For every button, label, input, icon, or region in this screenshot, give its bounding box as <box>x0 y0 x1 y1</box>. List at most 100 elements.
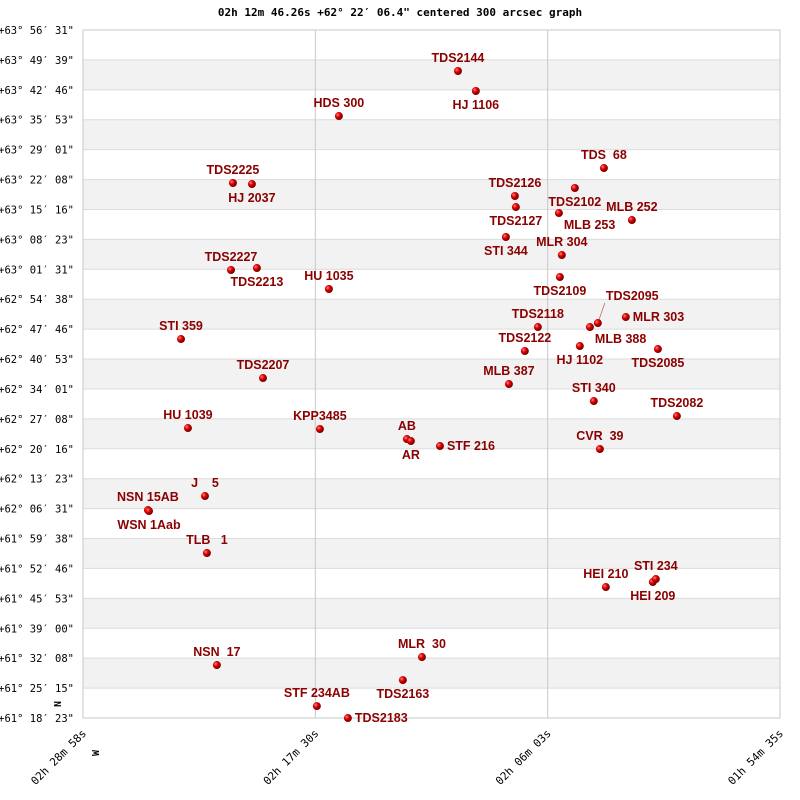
star-marker[interactable]: STI 340 <box>572 381 616 406</box>
star-dot[interactable] <box>417 653 426 662</box>
star-marker[interactable]: TDS2213 <box>230 264 283 289</box>
star-marker[interactable]: AR <box>402 437 420 462</box>
star-dot[interactable] <box>589 397 598 406</box>
star-marker[interactable]: MLB 252 <box>606 200 658 225</box>
star-marker[interactable]: TDS2227 <box>205 250 258 275</box>
star-dot[interactable] <box>212 661 221 670</box>
y-tick-label: +62° 40′ 53" <box>0 354 74 366</box>
star-dot[interactable] <box>252 264 261 273</box>
star-dot[interactable] <box>145 507 154 516</box>
star-dot[interactable] <box>599 164 608 173</box>
star-marker[interactable]: HEI 209 <box>630 578 675 603</box>
star-dot[interactable] <box>555 273 564 282</box>
star-dot[interactable] <box>435 442 444 451</box>
star-marker[interactable]: MLB 387 <box>483 364 535 389</box>
star-dot[interactable] <box>595 445 604 454</box>
star-marker[interactable]: TDS2207 <box>237 358 290 383</box>
star-marker[interactable]: NSN 17 <box>193 645 241 670</box>
star-marker[interactable]: MLB 388 <box>585 323 646 346</box>
star-dot[interactable] <box>672 412 681 421</box>
star-marker[interactable]: HDS 300 <box>314 96 365 121</box>
star-dot[interactable] <box>585 323 594 332</box>
star-label: TDS2227 <box>205 250 258 264</box>
star-marker[interactable]: MLB 253 <box>554 209 615 232</box>
star-dot[interactable] <box>570 184 579 193</box>
star-marker[interactable]: TDS2102 <box>548 184 601 209</box>
star-marker[interactable]: WSN 1Aab <box>117 507 181 532</box>
star-label: HDS 300 <box>314 96 365 110</box>
star-dot[interactable] <box>501 233 510 242</box>
star-marker[interactable]: STI 359 <box>159 319 203 344</box>
star-marker[interactable]: J 5 <box>191 476 219 501</box>
star-dot[interactable] <box>202 549 211 558</box>
star-marker[interactable]: MLR 30 <box>398 637 446 662</box>
star-label: AB <box>398 419 416 433</box>
star-dot[interactable] <box>471 87 480 96</box>
star-marker[interactable]: TDS2109 <box>533 273 586 298</box>
star-dot[interactable] <box>627 216 636 225</box>
star-dot[interactable] <box>593 319 602 328</box>
star-dot[interactable] <box>228 179 237 188</box>
star-dot[interactable] <box>557 251 566 260</box>
star-dot[interactable] <box>653 345 662 354</box>
star-marker[interactable]: STI 344 <box>484 233 528 258</box>
star-marker[interactable]: TDS2183 <box>343 711 408 725</box>
row-band <box>83 359 780 389</box>
star-marker[interactable]: TDS 68 <box>581 148 627 173</box>
star-dot[interactable] <box>258 374 267 383</box>
star-marker[interactable]: HJ 1106 <box>453 87 500 112</box>
star-dot[interactable] <box>324 285 333 294</box>
x-tick-label: 02h 06m 03s <box>493 727 554 788</box>
star-marker[interactable]: HU 1039 <box>163 408 213 433</box>
star-marker[interactable]: HU 1035 <box>304 269 354 294</box>
star-marker[interactable]: STF 234AB <box>284 686 350 711</box>
star-dot[interactable] <box>601 583 610 592</box>
star-dot[interactable] <box>312 702 321 711</box>
star-marker[interactable]: TDS2122 <box>498 331 551 356</box>
star-dot[interactable] <box>510 192 519 201</box>
star-dot[interactable] <box>247 180 256 189</box>
star-marker[interactable]: HJ 1102 <box>557 342 604 367</box>
star-marker[interactable]: TLB 1 <box>186 533 228 558</box>
star-dot[interactable] <box>177 335 186 344</box>
star-label: NSN 17 <box>193 645 240 659</box>
star-dot[interactable] <box>621 313 630 322</box>
star-dot[interactable] <box>315 425 324 434</box>
star-label: HEI 209 <box>630 589 675 603</box>
star-dot[interactable] <box>554 209 563 218</box>
star-dot[interactable] <box>511 203 520 212</box>
star-marker[interactable]: CVR 39 <box>576 429 624 454</box>
star-marker[interactable]: HEI 210 <box>583 567 628 592</box>
star-marker[interactable]: TDS2225 <box>207 163 260 188</box>
star-marker[interactable]: TDS2085 <box>632 345 685 370</box>
star-marker[interactable]: MLR 303 <box>621 310 684 324</box>
star-dot[interactable] <box>343 714 352 723</box>
star-dot[interactable] <box>200 492 209 501</box>
star-dot[interactable] <box>533 323 542 332</box>
star-marker[interactable]: TDS2127 <box>489 203 542 228</box>
star-dot[interactable] <box>575 342 584 351</box>
star-marker[interactable]: KPP3485 <box>293 409 347 434</box>
star-marker[interactable]: TDS2126 <box>488 176 541 201</box>
row-band <box>83 119 780 150</box>
star-dot[interactable] <box>504 380 513 389</box>
star-dot[interactable] <box>453 67 462 76</box>
row-band <box>83 179 780 210</box>
star-marker[interactable]: STI 234 <box>634 559 678 584</box>
star-dot[interactable] <box>183 424 192 433</box>
star-marker[interactable]: MLR 304 <box>536 235 588 260</box>
star-marker[interactable]: TDS2095 <box>593 289 659 328</box>
star-marker[interactable]: TDS2144 <box>432 51 485 76</box>
star-dot[interactable] <box>520 347 529 356</box>
star-dot[interactable] <box>651 575 660 584</box>
star-marker[interactable]: STF 216 <box>435 439 495 453</box>
star-dot[interactable] <box>334 112 343 121</box>
star-marker[interactable]: HJ 2037 <box>228 180 276 205</box>
star-marker[interactable]: TDS2118 <box>512 307 564 332</box>
star-dot[interactable] <box>406 437 415 446</box>
star-marker[interactable]: TDS2163 <box>376 676 429 701</box>
star-dot[interactable] <box>398 676 407 685</box>
star-marker[interactable]: TDS2082 <box>650 396 703 421</box>
star-dot[interactable] <box>226 266 235 275</box>
